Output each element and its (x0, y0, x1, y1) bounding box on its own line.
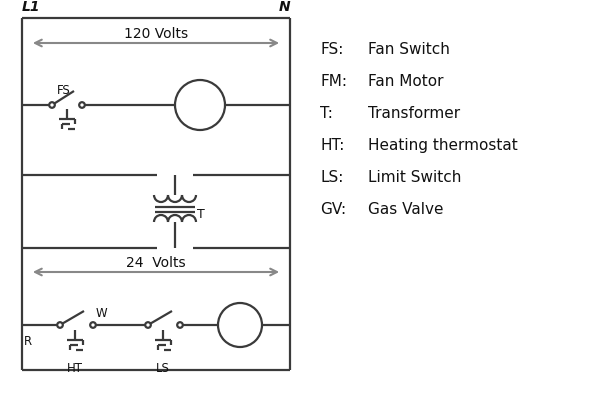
Circle shape (177, 322, 183, 328)
Text: HT: HT (67, 362, 83, 375)
Text: N: N (278, 0, 290, 14)
Text: Heating thermostat: Heating thermostat (368, 138, 518, 153)
Text: R: R (24, 335, 32, 348)
Text: LS: LS (156, 362, 170, 375)
Text: T:: T: (320, 106, 333, 121)
Text: GV:: GV: (320, 202, 346, 217)
Text: FS:: FS: (320, 42, 343, 57)
Text: HT:: HT: (320, 138, 345, 153)
Circle shape (145, 322, 151, 328)
Text: Transformer: Transformer (368, 106, 460, 121)
Text: Fan Switch: Fan Switch (368, 42, 450, 57)
Text: L1: L1 (22, 0, 41, 14)
Text: Fan Motor: Fan Motor (368, 74, 444, 89)
Circle shape (57, 322, 63, 328)
Text: Limit Switch: Limit Switch (368, 170, 461, 185)
Circle shape (79, 102, 85, 108)
Text: 120 Volts: 120 Volts (124, 27, 188, 41)
Text: 24  Volts: 24 Volts (126, 256, 186, 270)
Circle shape (90, 322, 96, 328)
Text: LS:: LS: (320, 170, 343, 185)
Text: T: T (197, 208, 205, 221)
Text: FM: FM (190, 98, 210, 112)
Text: GV: GV (231, 318, 249, 332)
Text: FS: FS (57, 84, 71, 97)
Text: W: W (96, 307, 107, 320)
Text: FM:: FM: (320, 74, 347, 89)
Circle shape (49, 102, 55, 108)
Circle shape (175, 80, 225, 130)
Text: Gas Valve: Gas Valve (368, 202, 444, 217)
Circle shape (218, 303, 262, 347)
